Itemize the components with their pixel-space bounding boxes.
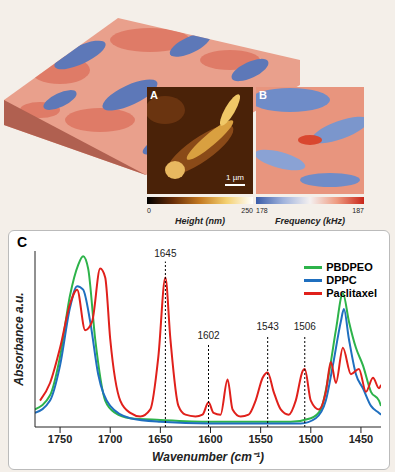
svg-text:1602: 1602 bbox=[197, 330, 220, 341]
svg-text:1650: 1650 bbox=[148, 433, 172, 445]
svg-text:1700: 1700 bbox=[98, 433, 122, 445]
svg-text:250: 250 bbox=[241, 207, 253, 214]
svg-text:Wavenumber (cm⁻¹): Wavenumber (cm⁻¹) bbox=[152, 450, 264, 464]
html-text:PBDPEO: PBDPEO bbox=[326, 261, 373, 273]
svg-text:0: 0 bbox=[147, 207, 151, 214]
svg-text:Absorbance a.u.: Absorbance a.u. bbox=[12, 292, 26, 386]
svg-text:1550: 1550 bbox=[248, 433, 272, 445]
html-text:C: C bbox=[17, 234, 28, 250]
svg-text:1543: 1543 bbox=[257, 321, 280, 332]
svg-text:1450: 1450 bbox=[349, 433, 373, 445]
svg-text:1645: 1645 bbox=[154, 248, 177, 259]
svg-text:1506: 1506 bbox=[294, 321, 317, 332]
svg-text:1600: 1600 bbox=[198, 433, 222, 445]
svg-text:Frequency (kHz): Frequency (kHz) bbox=[275, 216, 345, 226]
svg-text:1500: 1500 bbox=[299, 433, 323, 445]
svg-text:1 µm: 1 µm bbox=[226, 173, 244, 182]
svg-text:187: 187 bbox=[352, 207, 364, 214]
svg-text:1750: 1750 bbox=[48, 433, 72, 445]
html-text:DPPC: DPPC bbox=[326, 274, 357, 286]
svg-text:A: A bbox=[150, 89, 158, 101]
svg-text:178: 178 bbox=[256, 207, 268, 214]
svg-text:B: B bbox=[259, 89, 267, 101]
html-text:Paclitaxel: Paclitaxel bbox=[326, 287, 377, 299]
svg-text:Height (nm): Height (nm) bbox=[175, 216, 225, 226]
